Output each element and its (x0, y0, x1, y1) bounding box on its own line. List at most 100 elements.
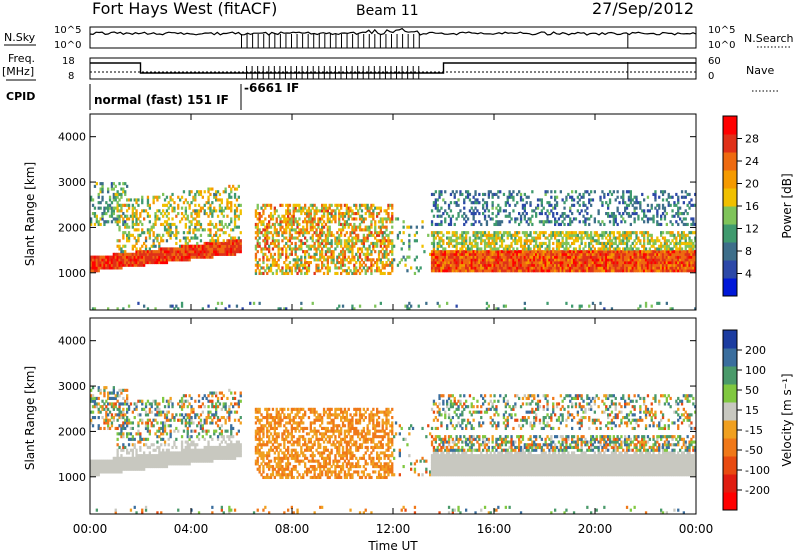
heatmap-cell (569, 195, 572, 199)
heatmap-cell (506, 263, 509, 267)
heatmap-cell (122, 261, 125, 265)
heatmap-cell (440, 220, 443, 224)
heatmap-cell (408, 301, 411, 305)
heatmap-cell (196, 247, 199, 251)
heatmap-cell (341, 217, 345, 221)
heatmap-cell (101, 198, 104, 202)
heatmap-cell (211, 247, 214, 251)
heatmap-cell (338, 239, 341, 243)
heatmap-cell (349, 233, 352, 237)
heatmap-cell (137, 413, 140, 417)
heatmap-cell (495, 258, 498, 262)
heatmap-cell (548, 250, 551, 254)
heatmap-cell (591, 261, 595, 265)
heatmap-cell (131, 244, 134, 248)
heatmap-cell (555, 258, 559, 262)
heatmap-cell (661, 231, 665, 235)
heatmap-cell (114, 198, 117, 202)
heatmap-cell (493, 252, 496, 256)
heatmap-cell (641, 255, 644, 259)
heatmap-cell (690, 255, 693, 259)
heatmap-cell (480, 250, 483, 254)
heatmap-cell (601, 201, 604, 205)
heatmap-cell (281, 271, 284, 276)
heatmap-cell (152, 239, 155, 243)
heatmap-cell (127, 421, 131, 425)
heatmap-cell (612, 214, 615, 218)
heatmap-cell (391, 258, 394, 262)
heatmap-cell (618, 269, 621, 273)
heatmap-cell (582, 236, 585, 240)
heatmap-cell (658, 239, 661, 243)
heatmap-cell (622, 195, 625, 199)
heatmap-cell (209, 247, 212, 251)
heatmap-cell (99, 182, 102, 186)
heatmap-cell (663, 261, 667, 265)
heatmap-cell (129, 448, 133, 452)
heatmap-cell (514, 269, 517, 273)
heatmap-cell (137, 440, 140, 444)
heatmap-cell (290, 266, 293, 270)
heatmap-cell (133, 252, 136, 256)
heatmap-cell (470, 247, 473, 251)
heatmap-cell (519, 241, 523, 246)
heatmap-cell (434, 255, 437, 259)
heatmap-cell (648, 258, 651, 262)
heatmap-cell (472, 250, 475, 254)
heatmap-cell (516, 261, 519, 265)
heatmap-cell (116, 222, 119, 227)
heatmap-cell (114, 470, 117, 474)
heatmap-cell (108, 465, 112, 469)
heatmap-cell (608, 250, 612, 254)
heatmap-cell (120, 203, 123, 207)
heatmap-cell (99, 190, 102, 194)
heatmap-cell (264, 233, 267, 237)
heatmap-cell (184, 217, 187, 221)
heatmap-cell (637, 247, 640, 251)
heatmap-cell (483, 241, 487, 246)
heatmap-cell (561, 214, 564, 218)
heatmap-cell (135, 212, 138, 216)
heatmap-cell (368, 228, 371, 232)
heatmap-cell (639, 252, 642, 256)
heatmap-cell (550, 209, 553, 213)
heatmap-cell (279, 220, 282, 224)
heatmap-cell (311, 233, 314, 237)
heatmap-cell (499, 250, 502, 254)
heatmap-cell (652, 239, 655, 243)
heatmap-cell (690, 269, 693, 273)
heatmap-cell (196, 255, 199, 259)
heatmap-cell (599, 301, 602, 305)
heatmap-cell (194, 252, 197, 256)
heatmap-cell (258, 269, 261, 273)
heatmap-cell (182, 244, 186, 248)
heatmap-cell (95, 402, 98, 406)
heatmap-cell (430, 209, 434, 213)
heatmap-cell (374, 228, 377, 232)
heatmap-cell (673, 255, 676, 259)
heatmap-cell (146, 424, 150, 428)
freq-tick-bottom: 8 (68, 71, 74, 82)
heatmap-cell (317, 220, 320, 224)
heatmap-cell (374, 206, 377, 210)
heatmap-cell (500, 220, 504, 224)
heatmap-cell (349, 209, 352, 213)
heatmap-cell (629, 263, 632, 267)
heatmap-cell (686, 263, 689, 267)
heatmap-cell (603, 222, 606, 227)
freq-label-1: Freq. (8, 52, 35, 65)
heatmap-cell (285, 307, 288, 311)
heatmap-cell (266, 228, 269, 232)
heatmap-cell (152, 258, 155, 262)
heatmap-cell (163, 250, 167, 254)
heatmap-cell (663, 269, 667, 273)
heatmap-cell (220, 301, 223, 305)
heatmap-cell (669, 220, 672, 224)
heatmap-cell (196, 241, 199, 246)
heatmap-cell (336, 261, 339, 265)
heatmap-cell (608, 214, 612, 218)
heatmap-cell (588, 266, 591, 270)
heatmap-cell (139, 399, 142, 403)
heatmap-cell (523, 301, 526, 305)
heatmap-cell (182, 250, 186, 254)
